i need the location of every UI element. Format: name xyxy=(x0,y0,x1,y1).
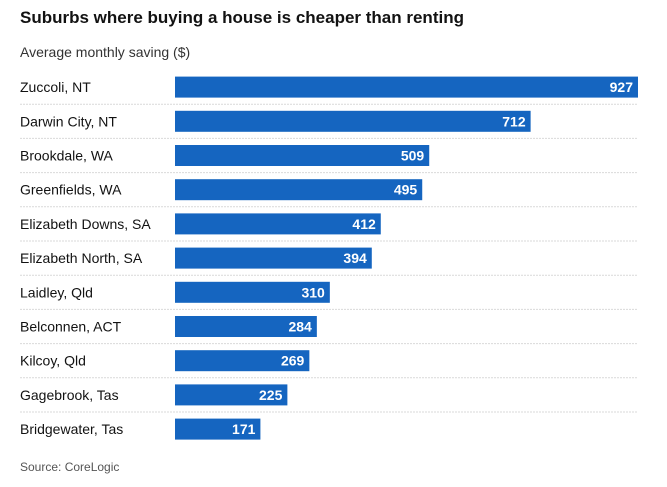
bar xyxy=(175,179,423,201)
category-label: Brookdale, WA xyxy=(20,148,114,164)
bar xyxy=(175,145,430,166)
bar xyxy=(175,213,381,235)
bar xyxy=(175,418,261,440)
chart-rows: Zuccoli, NT 927 Darwin City, NT 712 Brookdal… xyxy=(20,76,638,440)
category-label: Belconnen, ACT xyxy=(20,319,122,335)
bar-value-label: 310 xyxy=(301,284,325,300)
chart-title: Suburbs where buying a house is cheaper … xyxy=(20,8,464,27)
category-label: Darwin City, NT xyxy=(20,113,117,129)
bar-value-label: 225 xyxy=(259,387,283,403)
category-label: Laidley, Qld xyxy=(20,284,93,300)
category-label: Bridgewater, Tas xyxy=(20,421,123,437)
category-label: Elizabeth Downs, SA xyxy=(20,216,151,232)
bar-value-label: 269 xyxy=(281,353,305,369)
category-label: Elizabeth North, SA xyxy=(20,250,143,266)
bar-value-label: 394 xyxy=(343,250,367,266)
bar xyxy=(175,110,531,132)
bar xyxy=(175,316,317,337)
bar-value-label: 712 xyxy=(502,113,526,129)
bar-chart: Zuccoli, NT 927 Darwin City, NT 712 Brookdal… xyxy=(20,76,638,440)
category-label: Greenfields, WA xyxy=(20,182,122,198)
bar-value-label: 284 xyxy=(288,319,312,335)
bar xyxy=(175,350,310,372)
category-label: Zuccoli, NT xyxy=(20,79,91,95)
bar xyxy=(175,281,330,303)
bar xyxy=(175,384,288,406)
bar xyxy=(175,76,638,98)
bar-value-label: 495 xyxy=(394,182,418,198)
bar-value-label: 927 xyxy=(610,79,634,95)
category-label: Kilcoy, Qld xyxy=(20,353,86,369)
category-label: Gagebrook, Tas xyxy=(20,387,119,403)
bar-value-label: 509 xyxy=(401,148,425,164)
chart-subtitle: Average monthly saving ($) xyxy=(20,44,191,60)
bar-value-label: 412 xyxy=(352,216,376,232)
bar xyxy=(175,247,372,269)
bar-value-label: 171 xyxy=(232,421,256,437)
source-note: Source: CoreLogic xyxy=(20,460,120,474)
